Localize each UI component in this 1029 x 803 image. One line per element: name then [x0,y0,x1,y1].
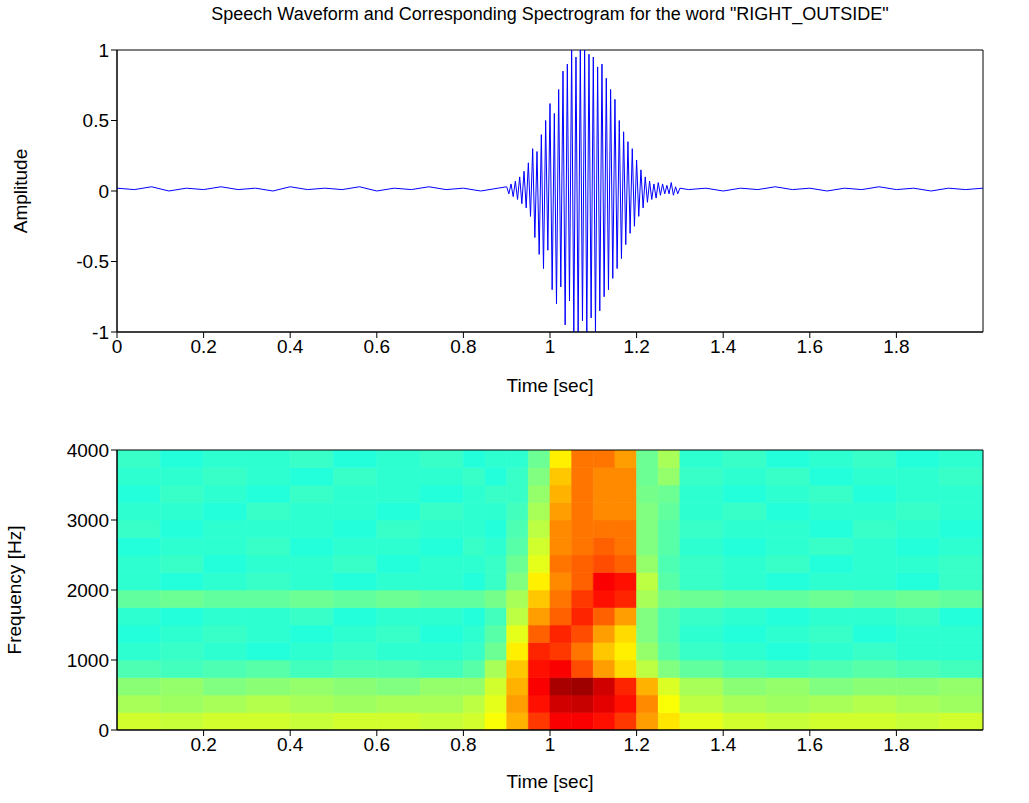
svg-text:1.4: 1.4 [710,734,737,755]
svg-text:1.8: 1.8 [883,734,909,755]
svg-text:0.8: 0.8 [450,336,476,357]
svg-text:0.4: 0.4 [277,734,304,755]
svg-text:Time [sec]: Time [sec] [507,375,594,396]
svg-text:-1: -1 [92,322,109,343]
svg-text:1000: 1000 [67,650,109,671]
svg-text:0: 0 [98,181,109,202]
svg-text:1.2: 1.2 [623,336,649,357]
svg-text:0.5: 0.5 [83,110,109,131]
svg-text:0.4: 0.4 [277,336,304,357]
svg-text:0.2: 0.2 [190,734,216,755]
svg-text:3000: 3000 [67,510,109,531]
svg-text:0.2: 0.2 [190,336,216,357]
svg-text:2000: 2000 [67,580,109,601]
html-text:Speech Waveform and Correspond: Speech Waveform and Corresponding Spectr… [211,4,889,24]
svg-text:0.6: 0.6 [364,734,390,755]
svg-text:1.2: 1.2 [623,734,649,755]
svg-text:4000: 4000 [67,440,109,461]
svg-text:0.6: 0.6 [364,336,390,357]
svg-text:1: 1 [98,40,109,61]
svg-text:Frequency [Hz]: Frequency [Hz] [4,526,25,655]
svg-text:1: 1 [545,336,556,357]
svg-text:1.8: 1.8 [883,336,909,357]
svg-text:0: 0 [112,336,123,357]
svg-text:1.4: 1.4 [710,336,737,357]
svg-text:1.6: 1.6 [797,734,823,755]
svg-text:1: 1 [545,734,556,755]
svg-text:Time [sec]: Time [sec] [507,771,594,792]
svg-text:0.8: 0.8 [450,734,476,755]
svg-text:0: 0 [98,720,109,741]
svg-text:Amplitude: Amplitude [10,149,31,234]
svg-text:-0.5: -0.5 [76,251,109,272]
svg-text:1.6: 1.6 [797,336,823,357]
